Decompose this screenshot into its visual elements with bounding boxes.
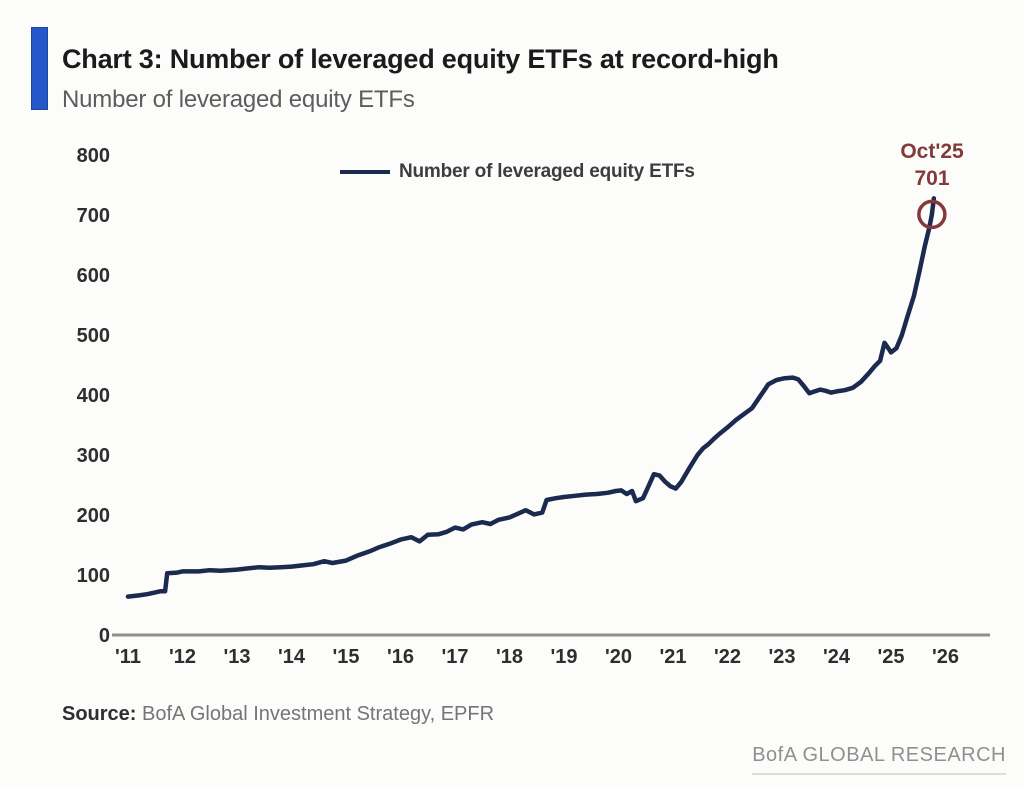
x-tick-label: '17 — [441, 646, 468, 668]
x-tick-label: '14 — [278, 646, 306, 668]
page-subtitle: Number of leveraged equity ETFs — [62, 85, 415, 113]
research-brand-footer: BofA GLOBAL RESEARCH — [752, 744, 1006, 775]
annotation-date-label: Oct'25 — [900, 140, 964, 163]
record-high-marker — [917, 199, 947, 230]
x-tick-label: '15 — [332, 646, 359, 668]
legend-label: Number of leveraged equity ETFs — [399, 161, 695, 182]
x-tick-label: '16 — [387, 646, 414, 668]
y-tick-label: 700 — [77, 205, 110, 227]
source-note: Source: BofA Global Investment Strategy,… — [62, 703, 494, 726]
y-tick-label: 800 — [77, 145, 110, 167]
etf-count-line — [125, 212, 935, 599]
x-tick-label: '23 — [768, 646, 795, 668]
source-label: Source: — [62, 703, 137, 725]
x-tick-label: '18 — [496, 646, 523, 668]
chart-legend: Number of leveraged equity ETFs — [340, 161, 695, 183]
x-tick-label: '12 — [169, 646, 196, 668]
y-tick-label: 300 — [77, 445, 110, 467]
y-tick-label: 400 — [77, 385, 110, 407]
x-tick-label: '22 — [714, 646, 741, 668]
y-tick-label: 500 — [77, 325, 110, 347]
x-tick-label: '25 — [877, 646, 904, 668]
y-tick-label: 100 — [77, 565, 110, 587]
annotation-value-label: 701 — [914, 167, 950, 190]
y-tick-label: 200 — [77, 505, 110, 527]
accent-bar — [31, 27, 48, 110]
source-text: BofA Global Investment Strategy, EPFR — [136, 703, 495, 725]
y-tick-label: 0 — [99, 625, 110, 647]
x-tick-label: '19 — [550, 646, 577, 668]
page-title: Chart 3: Number of leveraged equity ETFs… — [62, 44, 779, 75]
x-tick-label: '26 — [932, 646, 959, 668]
x-tick-label: '21 — [659, 646, 686, 668]
y-tick-label: 600 — [77, 265, 110, 287]
x-tick-label: '11 — [115, 646, 141, 668]
x-tick-label: '24 — [823, 646, 851, 668]
legend-line-swatch — [340, 170, 390, 174]
x-tick-label: '13 — [223, 646, 250, 668]
x-tick-label: '20 — [605, 646, 632, 668]
record-high-annotation: Oct'25 701 — [872, 138, 992, 192]
